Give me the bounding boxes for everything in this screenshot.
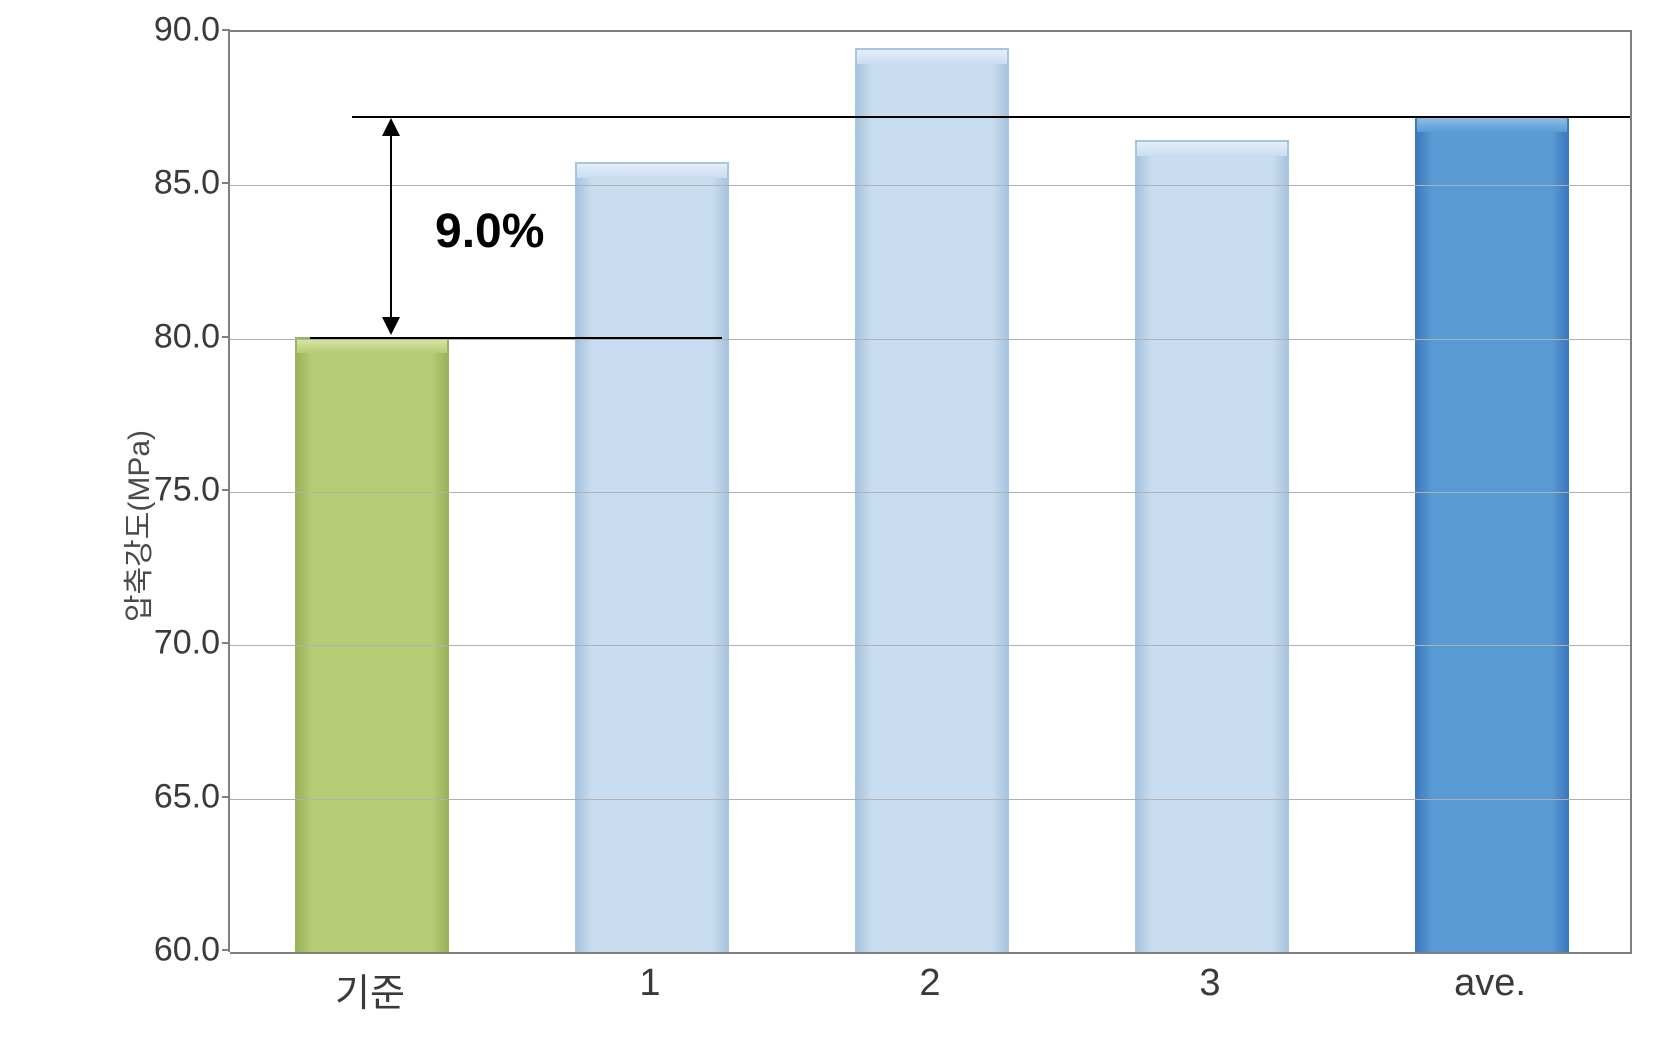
bar-chart: 압축강도(MPa) 60.0 65.0 70.0 75.0 80.0 85.0 90.0 기… bbox=[0, 0, 1654, 1052]
gridline bbox=[230, 492, 1630, 493]
y-tick-label: 70.0 bbox=[120, 624, 220, 663]
bar-top-bevel bbox=[577, 164, 727, 178]
delta-arrow bbox=[390, 120, 392, 333]
x-tick-label: 1 bbox=[639, 962, 660, 1005]
y-tick-label: 80.0 bbox=[120, 317, 220, 356]
y-tick-label: 60.0 bbox=[120, 931, 220, 970]
y-tick-mark bbox=[222, 796, 230, 798]
y-tick-label: 75.0 bbox=[120, 471, 220, 510]
bar bbox=[295, 337, 449, 952]
plot-area bbox=[230, 30, 1632, 954]
y-tick-mark bbox=[222, 336, 230, 338]
bar bbox=[1415, 116, 1569, 952]
bar-top-bevel bbox=[297, 339, 447, 353]
gridline bbox=[230, 185, 1630, 186]
y-tick-mark bbox=[222, 642, 230, 644]
bar-top-bevel bbox=[1417, 118, 1567, 132]
x-tick-label: 2 bbox=[919, 962, 940, 1005]
y-axis-label: 압축강도(MPa) bbox=[114, 430, 158, 622]
gridline bbox=[230, 799, 1630, 800]
reference-line-low bbox=[310, 337, 722, 339]
y-tick-label: 85.0 bbox=[120, 164, 220, 203]
x-tick-label: ave. bbox=[1454, 962, 1526, 1005]
y-tick-mark bbox=[222, 489, 230, 491]
y-tick-label: 65.0 bbox=[120, 777, 220, 816]
y-tick-mark bbox=[222, 949, 230, 951]
bar-top-bevel bbox=[1137, 142, 1287, 156]
y-tick-label: 90.0 bbox=[120, 11, 220, 50]
gridline bbox=[230, 339, 1630, 340]
reference-line-high bbox=[352, 116, 1630, 118]
x-tick-label: 3 bbox=[1199, 962, 1220, 1005]
y-tick-mark bbox=[222, 182, 230, 184]
x-tick-label: 기준 bbox=[335, 962, 405, 1017]
delta-label: 9.0% bbox=[435, 204, 544, 259]
bar bbox=[1135, 140, 1289, 952]
bar bbox=[855, 48, 1009, 952]
y-tick-mark bbox=[222, 29, 230, 31]
bar-top-bevel bbox=[857, 50, 1007, 64]
gridline bbox=[230, 645, 1630, 646]
bar bbox=[575, 162, 729, 952]
